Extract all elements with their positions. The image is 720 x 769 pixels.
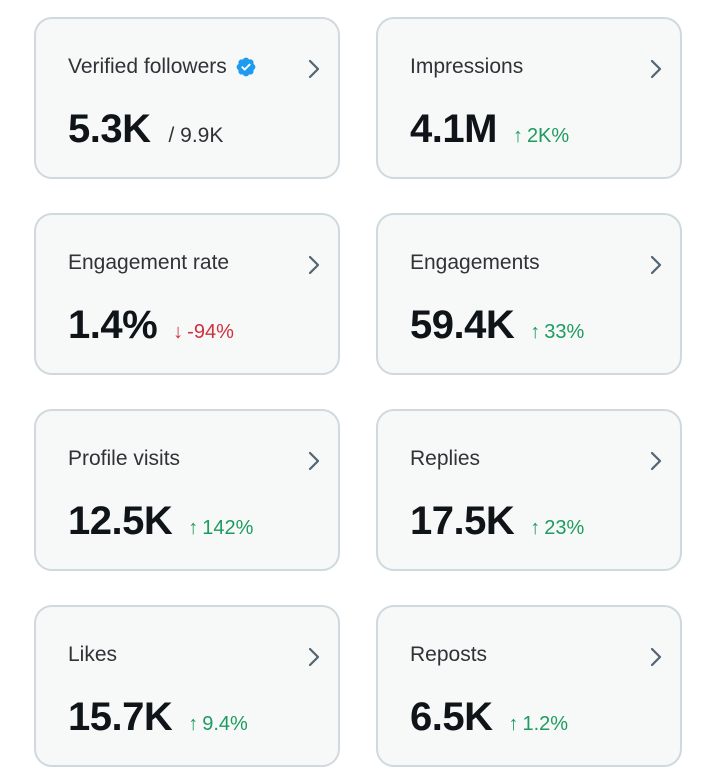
arrow-down-icon: ↓: [173, 321, 184, 343]
card-engagements[interactable]: Engagements 59.4K ↑ 33%: [376, 213, 682, 375]
chevron-right-icon[interactable]: [306, 449, 322, 473]
card-engagement-rate[interactable]: Engagement rate 1.4% ↓ -94%: [34, 213, 340, 375]
card-value: 4.1M: [410, 107, 497, 151]
card-impressions[interactable]: Impressions 4.1M ↑ 2K%: [376, 17, 682, 179]
card-delta: ↑ 9.4%: [188, 713, 248, 736]
card-title: Replies: [410, 447, 480, 471]
card-title-label: Impressions: [410, 55, 524, 78]
card-value-row: 6.5K ↑ 1.2%: [410, 695, 568, 740]
card-profile-visits[interactable]: Profile visits 12.5K ↑ 142%: [34, 409, 340, 571]
card-delta-value: 33%: [544, 321, 585, 343]
chevron-right-icon[interactable]: [306, 253, 322, 277]
arrow-up-icon: ↑: [530, 517, 541, 539]
card-title: Engagements: [410, 251, 540, 275]
card-verified-followers[interactable]: Verified followers 5.3K / 9.9K: [34, 17, 340, 179]
chevron-right-icon[interactable]: [306, 645, 322, 669]
card-title-label: Engagements: [410, 251, 540, 274]
chevron-right-icon[interactable]: [648, 645, 664, 669]
card-title-label: Engagement rate: [68, 251, 230, 274]
card-value-row: 1.4% ↓ -94%: [68, 303, 234, 348]
card-value: 1.4%: [68, 303, 158, 347]
chevron-right-icon[interactable]: [648, 253, 664, 277]
card-total: / 9.9K: [168, 124, 224, 147]
card-value-row: 59.4K ↑ 33%: [410, 303, 584, 348]
arrow-up-icon: ↑: [512, 125, 523, 147]
card-delta-value: 142%: [202, 517, 254, 539]
card-delta-value: 23%: [544, 517, 585, 539]
card-value: 5.3K: [68, 107, 151, 151]
card-value: 12.5K: [68, 499, 173, 543]
card-title: Verified followers: [68, 55, 257, 79]
card-title-label: Profile visits: [68, 447, 181, 470]
card-value: 59.4K: [410, 303, 515, 347]
card-reposts[interactable]: Reposts 6.5K ↑ 1.2%: [376, 605, 682, 767]
chevron-right-icon[interactable]: [648, 57, 664, 81]
card-delta: ↑ 142%: [188, 517, 253, 540]
chevron-right-icon[interactable]: [648, 449, 664, 473]
card-delta: ↑ 2K%: [513, 125, 569, 148]
card-title: Impressions: [410, 55, 523, 79]
card-value: 6.5K: [410, 695, 493, 739]
card-delta-value: 1.2%: [522, 713, 569, 735]
card-delta-value: 2K%: [526, 125, 570, 147]
arrow-up-icon: ↑: [508, 713, 519, 735]
card-delta: ↑ 33%: [530, 321, 584, 344]
card-title: Profile visits: [68, 447, 180, 471]
card-value: 15.7K: [68, 695, 173, 739]
card-delta-value: 9.4%: [202, 713, 248, 735]
card-value-row: 5.3K / 9.9K: [68, 107, 223, 152]
card-value-row: 17.5K ↑ 23%: [410, 499, 584, 544]
card-title-label: Likes: [68, 643, 118, 666]
card-replies[interactable]: Replies 17.5K ↑ 23%: [376, 409, 682, 571]
card-value-row: 15.7K ↑ 9.4%: [68, 695, 248, 740]
card-delta: ↑ 1.2%: [509, 713, 569, 736]
card-title-label: Verified followers: [68, 55, 227, 78]
verified-badge-icon: [236, 57, 256, 77]
arrow-up-icon: ↑: [530, 321, 541, 343]
card-title: Reposts: [410, 643, 487, 667]
card-value-row: 4.1M ↑ 2K%: [410, 107, 569, 152]
card-title-label: Replies: [410, 447, 481, 470]
card-delta-value: -94%: [187, 321, 234, 343]
card-title: Engagement rate: [68, 251, 229, 275]
card-title-label: Reposts: [410, 643, 488, 666]
arrow-up-icon: ↑: [188, 713, 199, 735]
card-value-row: 12.5K ↑ 142%: [68, 499, 253, 544]
chevron-right-icon[interactable]: [306, 57, 322, 81]
card-value: 17.5K: [410, 499, 515, 543]
arrow-up-icon: ↑: [188, 517, 199, 539]
card-likes[interactable]: Likes 15.7K ↑ 9.4%: [34, 605, 340, 767]
card-title: Likes: [68, 643, 117, 667]
card-delta: ↓ -94%: [173, 321, 234, 344]
card-delta: ↑ 23%: [530, 517, 584, 540]
